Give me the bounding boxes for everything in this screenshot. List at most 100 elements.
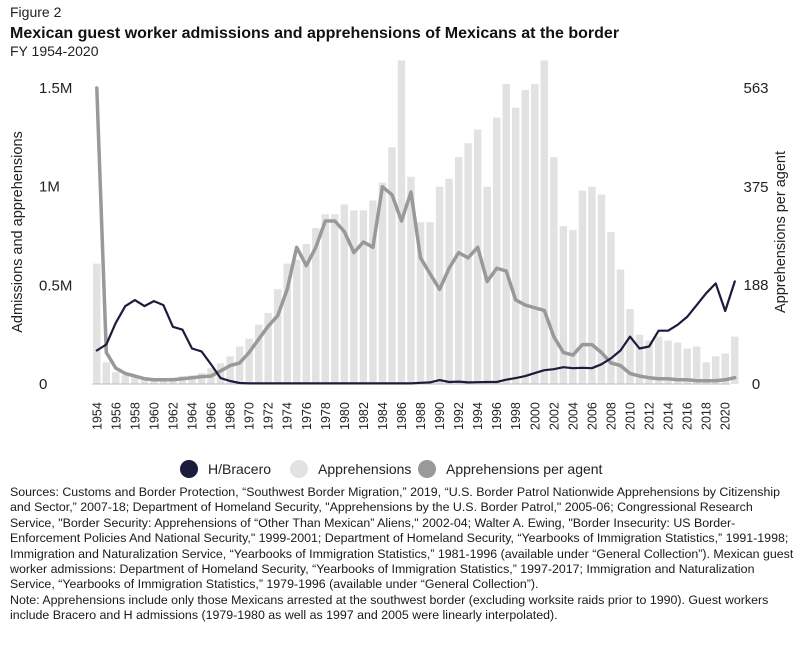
bar-apprehensions-1957 xyxy=(121,375,130,384)
bar-apprehensions-2013 xyxy=(654,336,663,384)
bar-apprehensions-2020 xyxy=(721,353,729,384)
chart-title: Mexican guest worker admissions and appr… xyxy=(10,25,620,42)
bar-apprehensions-2014 xyxy=(664,340,672,384)
bar-apprehensions-1999 xyxy=(521,89,529,384)
x-tick-1966: 1966 xyxy=(205,402,219,430)
bar-apprehensions-2006 xyxy=(588,186,596,384)
x-tick-1954: 1954 xyxy=(90,402,104,430)
legend-label-bracero: H/Bracero xyxy=(208,461,272,477)
x-tick-1994: 1994 xyxy=(471,402,485,430)
y-axis-label-right: Apprehensions per agent xyxy=(773,151,789,313)
bar-apprehensions-2001 xyxy=(540,60,549,385)
bar-apprehensions-1997 xyxy=(502,84,510,385)
bar-apprehensions-1987 xyxy=(407,176,415,384)
note-text: Note: Apprehensions include only those M… xyxy=(10,592,769,623)
x-tick-1964: 1964 xyxy=(186,402,200,430)
bar-apprehensions-1973 xyxy=(273,289,282,384)
bar-apprehensions-2002 xyxy=(550,157,558,384)
bar-apprehensions-2009 xyxy=(616,269,625,384)
y-tick-left-1: 0.5M xyxy=(39,277,72,294)
apprehensions-bars xyxy=(93,60,739,385)
legend-item-per-agent: Apprehensions per agent xyxy=(418,460,602,478)
x-tick-2020: 2020 xyxy=(719,402,733,430)
bar-apprehensions-1976 xyxy=(302,243,310,384)
x-tick-2008: 2008 xyxy=(605,402,619,430)
y-tick-left-0: 0 xyxy=(39,376,47,393)
bar-apprehensions-1968 xyxy=(226,356,234,384)
x-tick-1986: 1986 xyxy=(395,402,409,430)
bar-apprehensions-1964 xyxy=(188,375,196,384)
x-tick-1984: 1984 xyxy=(376,402,390,430)
bar-apprehensions-1978 xyxy=(321,214,330,384)
legend-swatch-apprehensions xyxy=(290,460,308,478)
bar-apprehensions-2021 xyxy=(731,336,739,384)
chart-subtitle: FY 1954-2020 xyxy=(10,43,99,59)
bar-apprehensions-2018 xyxy=(702,362,710,384)
x-tick-1970: 1970 xyxy=(243,402,257,430)
x-tick-1974: 1974 xyxy=(281,402,295,430)
x-tick-1990: 1990 xyxy=(433,402,447,430)
bar-apprehensions-1993 xyxy=(464,143,472,384)
x-tick-1996: 1996 xyxy=(490,402,504,430)
bar-apprehensions-1969 xyxy=(235,346,244,384)
bar-apprehensions-1970 xyxy=(245,338,253,384)
bar-apprehensions-1991 xyxy=(445,178,453,384)
bar-apprehensions-1982 xyxy=(359,210,368,384)
bar-apprehensions-1979 xyxy=(331,214,339,384)
sources-notes: Sources: Customs and Border Protection, … xyxy=(10,485,795,624)
bar-apprehensions-1975 xyxy=(293,259,301,384)
bar-apprehensions-1994 xyxy=(473,129,482,384)
bar-apprehensions-1954 xyxy=(93,263,101,384)
x-tick-2000: 2000 xyxy=(528,402,542,430)
bar-apprehensions-2007 xyxy=(597,194,606,384)
legend-item-apprehensions: Apprehensions xyxy=(290,460,411,478)
bar-apprehensions-2015 xyxy=(673,342,682,384)
legend-item-bracero: H/Bracero xyxy=(180,460,271,478)
bar-apprehensions-1955 xyxy=(102,362,110,384)
y-tick-left-2: 1M xyxy=(39,179,60,196)
y-tick-right-1: 188 xyxy=(743,277,768,294)
y-tick-left-3: 1.5M xyxy=(39,80,72,97)
bar-apprehensions-1998 xyxy=(512,107,520,384)
x-tick-2004: 2004 xyxy=(566,402,580,430)
bar-apprehensions-2011 xyxy=(635,334,644,384)
bar-apprehensions-1965 xyxy=(197,373,206,384)
x-tick-1956: 1956 xyxy=(109,402,123,430)
bar-apprehensions-1971 xyxy=(254,324,263,384)
bar-apprehensions-2003 xyxy=(559,226,568,384)
legend-label-per-agent: Apprehensions per agent xyxy=(446,461,603,477)
y-tick-right-3: 563 xyxy=(743,80,768,97)
bar-apprehensions-2004 xyxy=(569,230,577,384)
legend-swatch-per-agent xyxy=(418,460,436,478)
bar-apprehensions-1981 xyxy=(350,210,358,384)
x-tick-1976: 1976 xyxy=(300,402,314,430)
x-tick-1998: 1998 xyxy=(509,402,523,430)
apprehensions-per-agent-line xyxy=(95,86,737,383)
x-tick-1982: 1982 xyxy=(357,402,371,430)
y-axis-label-left: Admissions and apprehensions xyxy=(10,131,26,333)
y-tick-right-0: 0 xyxy=(752,376,760,393)
x-tick-1992: 1992 xyxy=(452,402,466,430)
legend-swatch-bracero xyxy=(180,460,198,478)
bar-apprehensions-2010 xyxy=(626,309,634,384)
bar-apprehensions-1989 xyxy=(426,222,434,384)
bar-apprehensions-1974 xyxy=(283,263,291,384)
h-bracero-line xyxy=(95,280,736,385)
bar-apprehensions-1967 xyxy=(216,363,225,384)
chart-area: 0 0.5M 1M 1.5M 0 188 375 563 1954 1956 1958 1960 1… xyxy=(10,60,789,430)
x-tick-2006: 2006 xyxy=(585,402,599,430)
bar-apprehensions-2005 xyxy=(578,190,587,384)
x-tick-1972: 1972 xyxy=(262,402,276,430)
sources-text: Sources: Customs and Border Protection, … xyxy=(10,485,794,592)
x-tick-1962: 1962 xyxy=(166,402,180,430)
bar-apprehensions-1992 xyxy=(454,157,463,384)
bar-apprehensions-2008 xyxy=(607,232,615,384)
x-tick-1960: 1960 xyxy=(147,402,161,430)
y-tick-right-2: 375 xyxy=(743,179,768,196)
bar-apprehensions-1996 xyxy=(492,117,501,384)
bar-apprehensions-2019 xyxy=(712,356,720,384)
x-tick-1988: 1988 xyxy=(414,402,428,430)
bar-apprehensions-1980 xyxy=(340,204,349,384)
x-tick-2014: 2014 xyxy=(662,402,676,430)
bar-apprehensions-1983 xyxy=(369,200,377,384)
